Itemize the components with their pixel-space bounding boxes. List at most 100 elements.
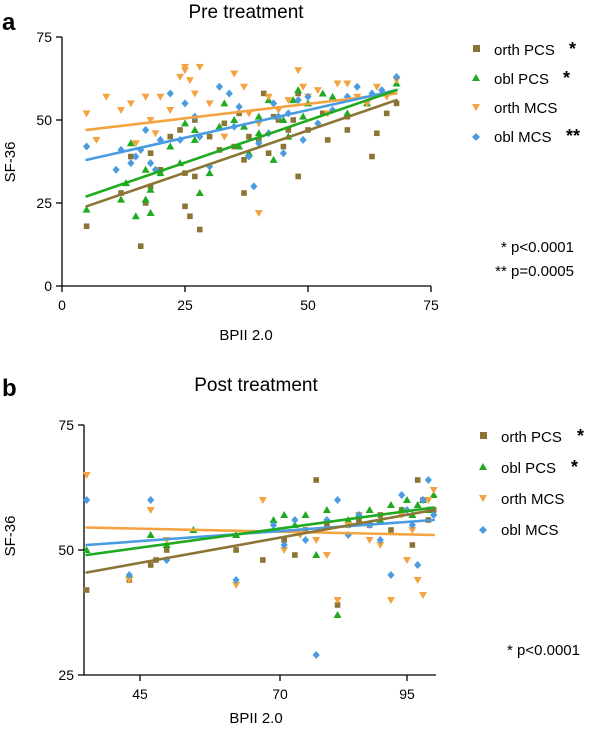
data-point <box>235 142 244 150</box>
data-point <box>146 159 155 168</box>
data-point <box>294 96 302 105</box>
data-point <box>220 99 229 107</box>
data-point <box>215 82 224 91</box>
panel-a-x-tick-label: 25 <box>177 297 193 313</box>
data-point <box>393 100 400 107</box>
panel-a-y-tick-label: 50 <box>36 112 52 128</box>
data-point <box>289 96 298 104</box>
data-point <box>403 557 411 564</box>
data-point <box>254 112 263 120</box>
panel-b-note-1: * p<0.0001 <box>507 642 580 659</box>
data-point <box>312 551 321 558</box>
data-point <box>291 516 299 524</box>
data-point <box>408 527 417 534</box>
data-point <box>334 602 341 608</box>
data-point <box>181 63 189 71</box>
legend-significance: * <box>571 457 578 477</box>
panel-a-note-2: ** p=0.0005 <box>495 263 574 280</box>
data-point <box>301 536 310 544</box>
panel-b-y-axis-title: SF-36 <box>2 516 19 557</box>
data-point <box>250 182 258 191</box>
data-point <box>269 516 278 523</box>
data-point <box>181 119 189 127</box>
data-point <box>281 537 287 543</box>
data-point <box>137 243 144 249</box>
panel-b-y-tick-label: 25 <box>58 667 74 683</box>
data-point <box>258 497 267 504</box>
data-point <box>147 150 154 156</box>
data-point <box>374 130 380 137</box>
legend-label: obl PCS <box>501 460 556 477</box>
data-point <box>82 110 91 118</box>
data-point <box>254 209 263 217</box>
data-point <box>285 127 292 133</box>
regression-line <box>85 508 436 574</box>
data-point <box>112 165 120 174</box>
data-point <box>424 476 432 484</box>
data-point <box>83 496 91 504</box>
data-point <box>424 497 433 504</box>
legend-marker <box>480 432 487 439</box>
data-point <box>279 116 288 123</box>
regression-line <box>85 98 398 208</box>
panel-a-y-ticks: 0 25 50 75 <box>36 29 62 294</box>
legend-significance: * <box>563 68 570 88</box>
data-point <box>409 542 416 548</box>
data-point <box>323 516 331 524</box>
data-point <box>413 577 422 584</box>
regression-line <box>85 88 398 162</box>
data-point <box>117 107 126 115</box>
legend-label: obl MCS <box>501 522 559 539</box>
data-point <box>126 139 135 147</box>
data-point <box>240 83 249 91</box>
panel-a-y-tick-label: 75 <box>36 29 52 45</box>
data-point <box>177 127 183 133</box>
panel-b-x-tick-label: 45 <box>132 686 148 702</box>
panel-a-x-tick-label: 75 <box>423 297 439 313</box>
data-point <box>142 200 149 206</box>
legend-marker <box>479 463 487 470</box>
data-point <box>83 223 90 230</box>
data-point <box>260 90 267 97</box>
data-point <box>392 72 401 81</box>
panel-b: b Post treatment SF-36 BPII 2.0 25 50 75… <box>2 375 584 727</box>
data-point <box>299 135 307 144</box>
data-point <box>284 97 293 105</box>
data-point <box>322 552 331 559</box>
data-point <box>265 150 272 156</box>
data-point <box>225 89 233 98</box>
panel-b-x-tick-label: 70 <box>272 686 288 702</box>
data-point <box>365 506 374 513</box>
data-point <box>166 107 175 115</box>
data-point <box>333 611 342 618</box>
data-point <box>147 496 155 504</box>
panel-a-x-axis-title: BPII 2.0 <box>219 327 272 344</box>
legend-marker <box>472 74 480 81</box>
data-point <box>254 129 263 137</box>
data-point <box>419 592 428 599</box>
data-point <box>429 491 438 498</box>
data-point <box>318 89 327 97</box>
legend-label: orth PCS <box>501 429 562 446</box>
data-point <box>328 92 337 100</box>
data-point <box>376 536 384 544</box>
data-point <box>126 100 135 108</box>
legend-significance: * <box>577 426 584 446</box>
data-point <box>269 155 278 163</box>
data-point <box>264 93 273 101</box>
data-point <box>167 133 174 140</box>
regression-line <box>85 506 436 557</box>
data-point <box>190 90 199 98</box>
data-point <box>319 110 326 117</box>
legend-label: obl PCS <box>494 71 549 88</box>
panel-b-letter: b <box>2 375 17 402</box>
data-point <box>279 149 287 158</box>
legend-label: orth MCS <box>494 100 557 117</box>
data-point <box>127 159 135 168</box>
data-point <box>141 195 150 203</box>
regression-line <box>85 88 398 198</box>
data-point <box>146 531 155 538</box>
data-point <box>92 136 101 144</box>
legend-label: orth MCS <box>501 491 564 508</box>
